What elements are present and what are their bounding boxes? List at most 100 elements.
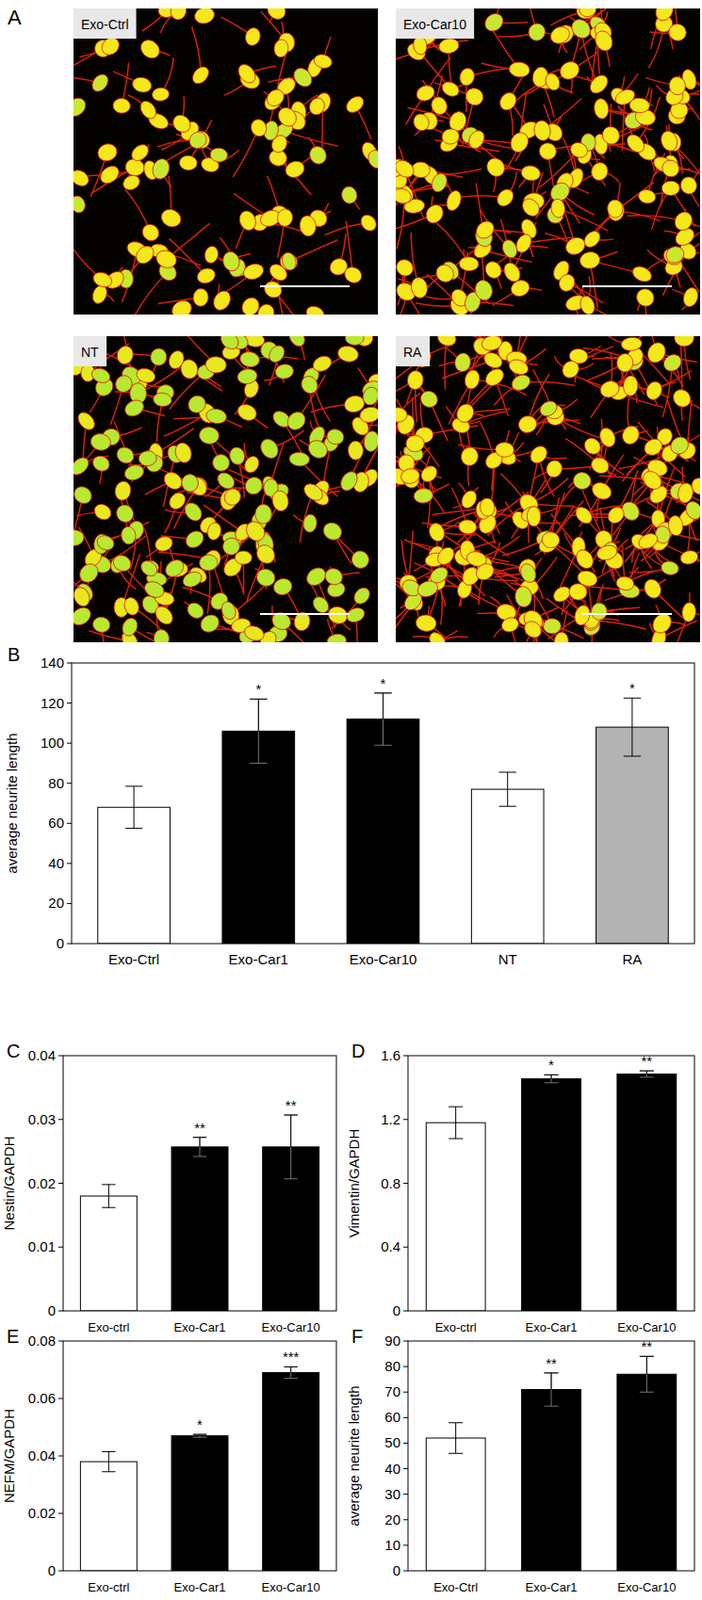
error-bar-upper	[543, 1075, 558, 1079]
y-tick-label: 20	[48, 895, 65, 912]
nucleus	[556, 58, 583, 83]
plot-frame	[71, 663, 695, 945]
y-axis-label: Nestin/GAPDH	[0, 1136, 17, 1231]
nucleus	[493, 186, 517, 211]
nucleus	[636, 530, 660, 552]
x-tick-label: Exo-Car1	[228, 951, 289, 968]
y-axis-label: average neurite length	[3, 733, 20, 874]
nucleus	[606, 198, 624, 219]
y-tick	[403, 1119, 409, 1121]
nucleus	[462, 368, 482, 391]
micrograph	[73, 336, 378, 643]
nucleus	[500, 260, 523, 285]
nucleus	[90, 453, 113, 474]
bars	[80, 1367, 319, 1572]
nucleus	[481, 349, 506, 372]
y-tick-label: 0.06	[28, 1390, 56, 1407]
nucleus	[137, 36, 164, 63]
error-bar	[639, 1356, 654, 1393]
scale-bar	[260, 613, 350, 616]
nucleus	[516, 414, 539, 436]
nucleus	[666, 21, 689, 44]
y-tick	[403, 1341, 409, 1343]
nucleus	[426, 521, 448, 544]
nucleus	[575, 569, 600, 589]
bar	[596, 727, 670, 945]
nucleus	[261, 278, 286, 302]
nucleus	[277, 208, 294, 228]
panel-label: E	[6, 1326, 19, 1348]
nucleus	[112, 372, 136, 396]
x-tick-label: Exo-Ctrl	[433, 1581, 478, 1596]
nucleus	[526, 442, 551, 467]
nucleus	[210, 288, 234, 314]
nucleus	[578, 250, 602, 271]
nucleus	[668, 76, 686, 97]
plot-frame	[408, 1056, 695, 1312]
nucleus	[663, 244, 687, 266]
nucleus	[179, 154, 198, 171]
y-tick	[403, 1311, 409, 1313]
y-tick-label: 1.6	[380, 1047, 401, 1064]
y-tick	[403, 1469, 409, 1470]
y-tick	[58, 1514, 64, 1516]
nucleus	[459, 445, 480, 468]
image-label-bg	[73, 8, 137, 39]
nucleus	[158, 206, 184, 230]
y-tick-label: 100	[40, 734, 65, 751]
y-tick	[58, 1247, 64, 1249]
nucleus	[590, 603, 608, 621]
image-label: RA	[403, 344, 423, 360]
nucleus	[508, 372, 533, 394]
nucleus	[658, 156, 683, 180]
neurite	[621, 97, 625, 151]
nucleus	[73, 166, 92, 189]
y-tick-label: 0.04	[28, 1047, 56, 1064]
nucleus	[556, 272, 578, 294]
nucleus	[344, 336, 364, 346]
nucleus	[568, 16, 595, 43]
nucleus	[203, 244, 220, 265]
nucleus	[423, 201, 447, 227]
nucleus	[274, 104, 300, 131]
y-tick-label: 0	[56, 935, 65, 952]
nucleus	[326, 633, 348, 643]
nucleus	[409, 276, 430, 300]
y-tick	[58, 1341, 64, 1343]
figure: AExo-CtrlExo-Car10NTRAB02040608010012014…	[0, 0, 702, 1600]
nucleus	[507, 61, 531, 79]
nucleus	[192, 288, 210, 308]
nucleus	[235, 401, 260, 424]
nucleus	[322, 566, 345, 589]
nucleus	[358, 212, 378, 234]
significance: *	[629, 680, 636, 697]
nucleus	[74, 409, 98, 434]
nucleus	[342, 93, 367, 116]
nucleus	[219, 600, 239, 622]
nucleus	[151, 86, 170, 102]
nucleus	[591, 28, 616, 54]
nucleus	[525, 20, 549, 44]
nucleus	[73, 585, 93, 610]
nucleus	[436, 336, 458, 348]
nucleus	[337, 469, 361, 495]
nucleus	[139, 221, 164, 245]
bar	[425, 1438, 486, 1572]
panel-label: F	[351, 1326, 363, 1348]
nucleus	[128, 141, 151, 164]
y-tick	[403, 1418, 409, 1420]
nucleus	[91, 501, 115, 523]
nucleus	[73, 483, 96, 507]
nucleus	[412, 488, 434, 505]
y-tick-label: 0.02	[28, 1505, 56, 1522]
nucleus	[395, 407, 408, 423]
bar	[262, 1373, 320, 1572]
nucleus	[306, 143, 329, 167]
nucleus	[670, 209, 696, 235]
nucleus	[410, 111, 432, 133]
nucleus	[113, 502, 137, 527]
nucleus	[76, 560, 102, 587]
nucleus	[592, 97, 610, 120]
y-tick	[403, 1183, 409, 1185]
nucleus	[661, 180, 680, 196]
